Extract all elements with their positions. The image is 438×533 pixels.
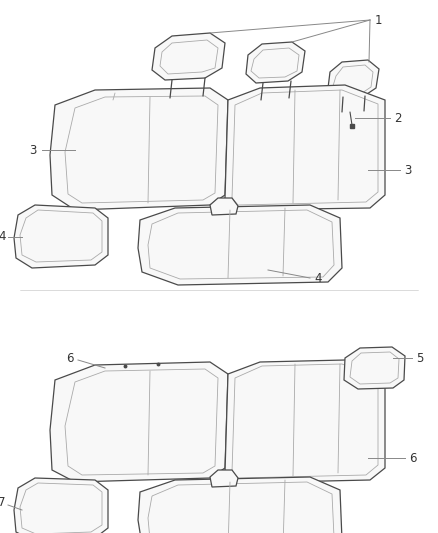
Polygon shape xyxy=(328,60,379,97)
Text: 5: 5 xyxy=(416,351,424,365)
Polygon shape xyxy=(14,205,108,268)
Polygon shape xyxy=(50,362,228,482)
Text: 6: 6 xyxy=(66,351,74,365)
Text: 3: 3 xyxy=(29,143,37,157)
Text: 4: 4 xyxy=(0,230,6,244)
Text: 2: 2 xyxy=(394,111,402,125)
Polygon shape xyxy=(225,85,385,210)
Text: 7: 7 xyxy=(0,496,6,508)
Polygon shape xyxy=(138,477,342,533)
Polygon shape xyxy=(14,478,108,533)
Polygon shape xyxy=(344,347,405,389)
Polygon shape xyxy=(210,198,238,215)
Polygon shape xyxy=(246,42,305,83)
Polygon shape xyxy=(152,33,225,80)
Text: 1: 1 xyxy=(374,13,382,27)
Polygon shape xyxy=(50,88,228,210)
Text: 3: 3 xyxy=(404,164,412,176)
Text: 4: 4 xyxy=(314,271,322,285)
Text: 6: 6 xyxy=(409,451,417,464)
Polygon shape xyxy=(210,470,238,487)
Polygon shape xyxy=(138,205,342,285)
Polygon shape xyxy=(225,360,385,483)
